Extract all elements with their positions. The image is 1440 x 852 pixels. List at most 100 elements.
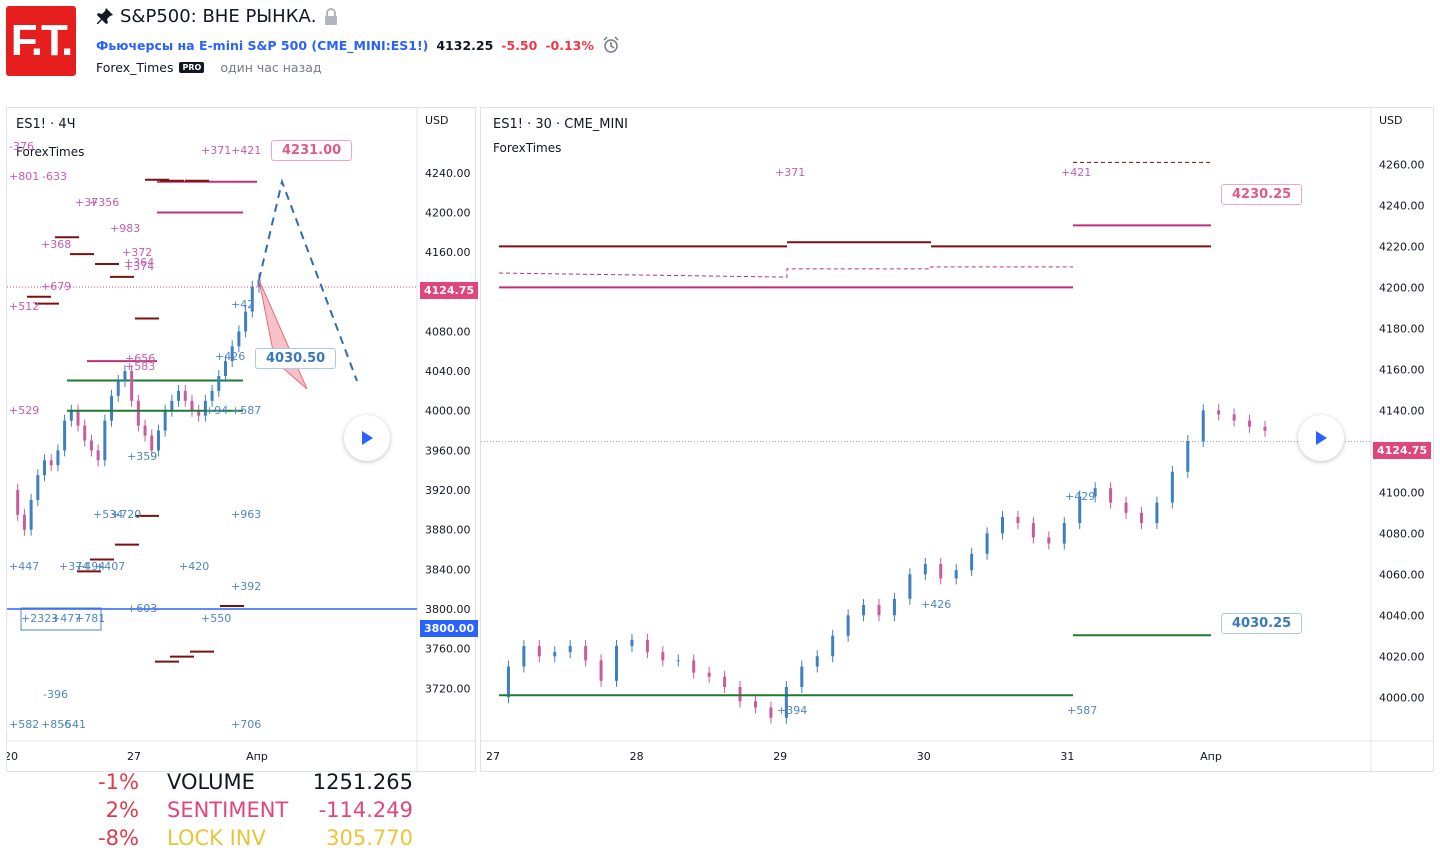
annotation-blue: +582 xyxy=(9,718,39,731)
x-tick-label: 27 xyxy=(127,750,141,763)
instrument-link[interactable]: Фьючерсы на E-mini S&P 500 (CME_MINI:ES1… xyxy=(96,37,429,53)
alarm-clock-icon[interactable] xyxy=(602,36,620,54)
candle-body xyxy=(69,410,73,421)
candle-body xyxy=(1248,420,1252,427)
left-chart-panel[interactable]: ES1! · 4Ч ForexTimes USD 4240.00 4200.00 41… xyxy=(6,107,479,850)
candle-body xyxy=(1201,410,1205,442)
y-tick-label: 3840.00 xyxy=(425,563,471,576)
annotation-blue: +963 xyxy=(231,508,261,521)
annotation-blue: +534 xyxy=(93,508,123,521)
symbol-bar: Фьючерсы на E-mini S&P 500 (CME_MINI:ES1… xyxy=(96,36,620,54)
y-tick-label: 4180.00 xyxy=(1379,322,1425,335)
left-play-button[interactable] xyxy=(344,415,390,461)
y-tick-label: 4140.00 xyxy=(1379,404,1425,417)
left-chart-title: ES1! · 4Ч xyxy=(16,117,76,132)
annotation-blue: +2323 xyxy=(21,612,58,625)
candle-body xyxy=(56,450,60,466)
play-icon xyxy=(362,431,373,445)
play-icon xyxy=(1316,431,1327,445)
candle-body xyxy=(163,410,167,431)
stat-sentiment-pct: 2% xyxy=(105,798,139,822)
annotation-pink: +372 xyxy=(122,246,152,259)
right-chart-watermark: ForexTimes xyxy=(493,141,562,155)
annotation-blue: +477 xyxy=(51,612,81,625)
candle-body xyxy=(190,400,194,411)
candle-body xyxy=(143,425,147,436)
candle-body xyxy=(210,390,214,401)
candle-body xyxy=(83,425,87,441)
y-tick-label: 3960.00 xyxy=(425,444,471,457)
candle-body xyxy=(257,279,261,287)
right-chart-title: ES1! · 30 · CME_MINI xyxy=(493,117,628,132)
author-logo[interactable]: F.T. xyxy=(6,6,76,76)
candle-body xyxy=(230,346,234,362)
candle-body xyxy=(103,420,107,461)
y-tick-label: 4200.00 xyxy=(1379,281,1425,294)
x-tick-label: 29 xyxy=(773,750,787,763)
x-tick-label: Апр xyxy=(246,750,268,763)
annotation-label: +587 xyxy=(1067,704,1097,717)
x-tick-label: 20 xyxy=(7,750,18,763)
annotation-label: +394 xyxy=(777,704,807,717)
annotation-pink: +656 xyxy=(125,352,155,365)
candle-body xyxy=(1031,523,1035,538)
y-tick-label: 3760.00 xyxy=(425,643,471,656)
candle-body xyxy=(908,574,912,599)
candle-body xyxy=(753,701,757,708)
author-row: Forex_Times PRO один час назад xyxy=(96,60,322,75)
stat-lockinv-label: LOCK INV xyxy=(167,826,266,850)
annotation-blue: +706 xyxy=(231,718,261,731)
y-tick-label: 3880.00 xyxy=(425,524,471,537)
candle-body xyxy=(877,605,881,616)
candle-body xyxy=(156,430,160,451)
candle-body xyxy=(217,376,221,391)
annotation-blue: +374 xyxy=(59,560,89,573)
annotation-pink: +356 xyxy=(89,196,119,209)
annotation-blue: +587 xyxy=(231,404,261,417)
candle-body xyxy=(661,652,665,661)
candle-body xyxy=(16,490,20,515)
annotation-pink: +583 xyxy=(125,360,155,373)
y-tick-label: 4220.00 xyxy=(1379,240,1425,253)
candle-body xyxy=(63,420,67,451)
stat-row-lockinv: -8% LOCK INV 305.770 xyxy=(15,824,413,852)
annotation-pink: +679 xyxy=(41,280,71,293)
candle-body xyxy=(177,390,181,401)
annotation-blue: +856 xyxy=(41,718,71,731)
right-last-price-tag: 4124.75 xyxy=(1373,442,1432,459)
right-chart-panel[interactable]: ES1! · 30 · CME_MINI ForexTimes USD 4260.… xyxy=(480,107,1435,773)
left-last-price-tag: 4124.75 xyxy=(420,282,479,299)
y-tick-label: 4040.00 xyxy=(1379,609,1425,622)
annotation-blue: +781 xyxy=(75,612,105,625)
candle-body xyxy=(76,410,80,426)
annotation-blue: -396 xyxy=(43,688,68,701)
annotation-pink: +801 xyxy=(9,170,39,183)
right-chart-canvas[interactable]: USD 4260.00 4240.00 4220.00 4200.00 4180.00 41… xyxy=(481,108,1435,773)
candle-body xyxy=(676,660,680,662)
candle-body xyxy=(630,639,634,647)
idea-title: S&P500: ВНЕ РЫНКА. xyxy=(96,6,339,27)
left-chart-watermark: ForexTimes xyxy=(16,145,85,159)
stat-sentiment-value: -114.249 xyxy=(318,798,413,822)
candle-body xyxy=(645,639,649,653)
stat-volume-value: 1251.265 xyxy=(312,770,413,794)
projection-triangle xyxy=(258,279,308,390)
candle-body xyxy=(130,371,134,401)
annotation-blue: +447 xyxy=(9,560,39,573)
y-tick-label: 4240.00 xyxy=(1379,199,1425,212)
candle-body xyxy=(985,533,989,554)
annotation-pink: +374 xyxy=(124,260,154,273)
annotation-label: +421 xyxy=(1061,166,1091,179)
x-tick-label: 27 xyxy=(486,750,500,763)
y-tick-label: 4020.00 xyxy=(1379,650,1425,663)
author-name[interactable]: Forex_Times xyxy=(96,60,174,75)
right-play-button[interactable] xyxy=(1298,415,1344,461)
annotation-pink: +512 xyxy=(9,300,39,313)
annotation-pink: +37 xyxy=(75,196,98,209)
annotation-pink: +368 xyxy=(41,238,71,251)
lock-icon xyxy=(324,7,337,25)
y-tick-label: 4160.00 xyxy=(1379,363,1425,376)
candle-body xyxy=(506,666,510,698)
candle-body xyxy=(970,553,974,571)
left-chart-canvas[interactable]: USD4240.004200.004160.004120.004080.0040… xyxy=(7,108,477,773)
